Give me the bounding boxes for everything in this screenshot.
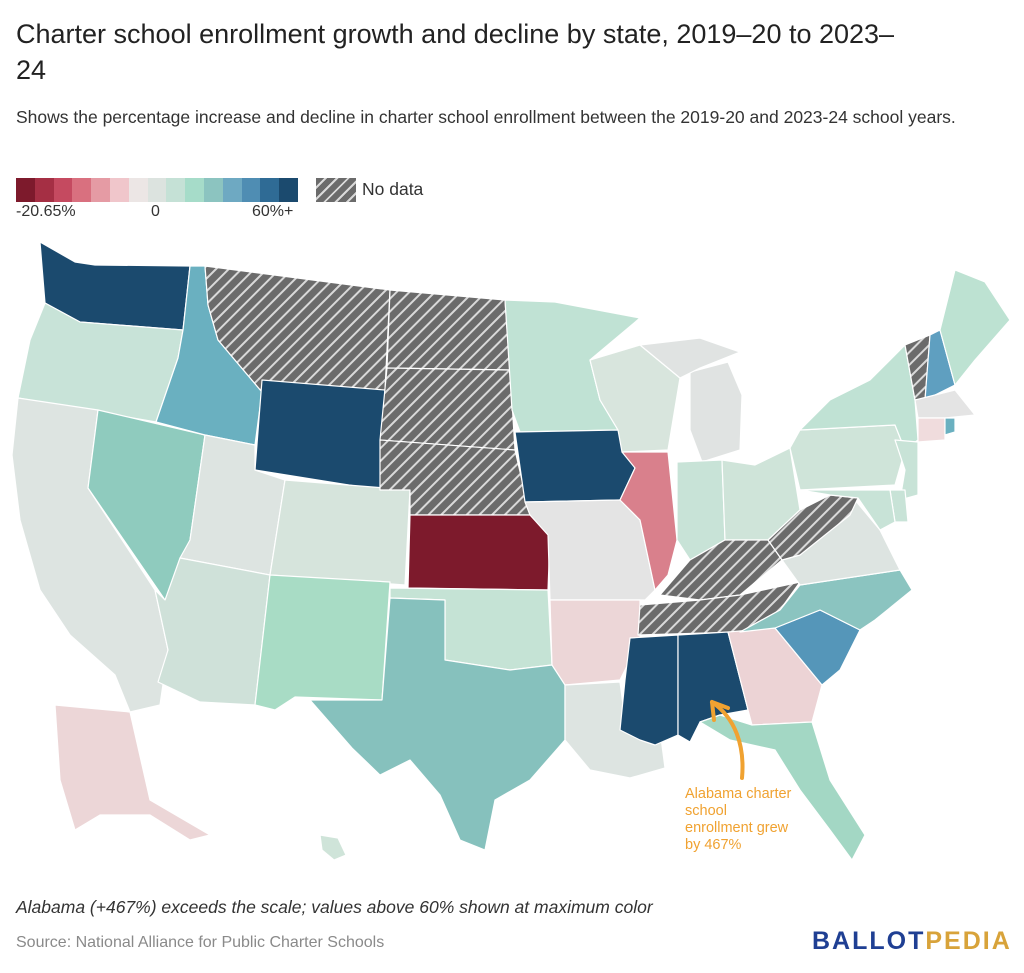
state-arkansas <box>549 599 641 686</box>
no-data-label: No data <box>362 179 424 199</box>
state-arizona <box>154 557 271 706</box>
state-wyoming <box>254 379 386 491</box>
legend-swatch <box>109 178 129 202</box>
legend-swatch <box>203 178 223 202</box>
legend-swatch <box>72 178 92 202</box>
legend-swatch <box>279 178 298 202</box>
state-texas <box>309 597 566 851</box>
state-south-dakota <box>379 367 516 451</box>
legend-swatch <box>260 178 280 202</box>
state-hawaii <box>319 834 347 861</box>
us-map <box>11 241 1011 861</box>
state-michigan-upper <box>639 337 741 379</box>
logo-part-2: PEDIA <box>925 927 1012 955</box>
state-tennessee <box>637 581 801 636</box>
legend-swatch <box>241 178 261 202</box>
state-alaska <box>54 704 211 841</box>
state-kansas <box>407 514 551 591</box>
state-north-carolina <box>739 569 913 633</box>
legend-swatch <box>16 178 35 202</box>
no-data-swatch <box>316 178 356 202</box>
alabama-annotation: Alabama charter school enrollment grew b… <box>685 786 792 853</box>
state-new-mexico <box>254 574 391 711</box>
legend-swatch <box>222 178 242 202</box>
state-iowa <box>514 429 636 503</box>
legend-swatch <box>91 178 110 202</box>
legend-swatch <box>166 178 186 202</box>
legend: -20.65% 0 60%+ No data <box>16 178 436 222</box>
source-text: Source: National Alliance for Public Cha… <box>16 934 385 951</box>
state-maryland <box>799 489 896 531</box>
legend-swatch <box>147 178 167 202</box>
logo-part-1: BALLOT <box>812 927 926 955</box>
alabama-annotation-arrow <box>710 700 745 780</box>
alabama-annotation-arrowhead <box>710 700 730 722</box>
footnote: Alabama (+467%) exceeds the scale; value… <box>16 897 653 917</box>
legend-mid-label: 0 <box>151 203 160 220</box>
state-mississippi <box>619 634 679 746</box>
page-subtitle: Shows the percentage increase and declin… <box>16 107 956 127</box>
page-title: Charter school enrollment growth and dec… <box>16 19 895 85</box>
legend-min-label: -20.65% <box>16 203 76 220</box>
legend-max-label: 60%+ <box>252 203 294 220</box>
state-rhode-island <box>944 417 956 436</box>
state-new-jersey <box>894 439 919 501</box>
state-massachusetts <box>914 389 976 419</box>
state-illinois <box>619 451 678 591</box>
legend-swatch <box>128 178 148 202</box>
ballotpedia-logo[interactable]: BALLOTPEDIA <box>812 927 1012 956</box>
state-west-virginia <box>767 494 859 561</box>
legend-swatch <box>53 178 73 202</box>
state-louisiana <box>564 681 666 779</box>
state-connecticut <box>917 417 946 443</box>
state-maine <box>939 269 1011 386</box>
legend-color-scale <box>16 178 298 202</box>
state-colorado <box>269 479 411 586</box>
state-florida <box>699 714 866 861</box>
state-pennsylvania <box>789 424 906 491</box>
legend-swatch <box>185 178 204 202</box>
state-north-dakota <box>386 289 511 371</box>
legend-swatch <box>34 178 54 202</box>
state-michigan-lower <box>689 361 743 463</box>
